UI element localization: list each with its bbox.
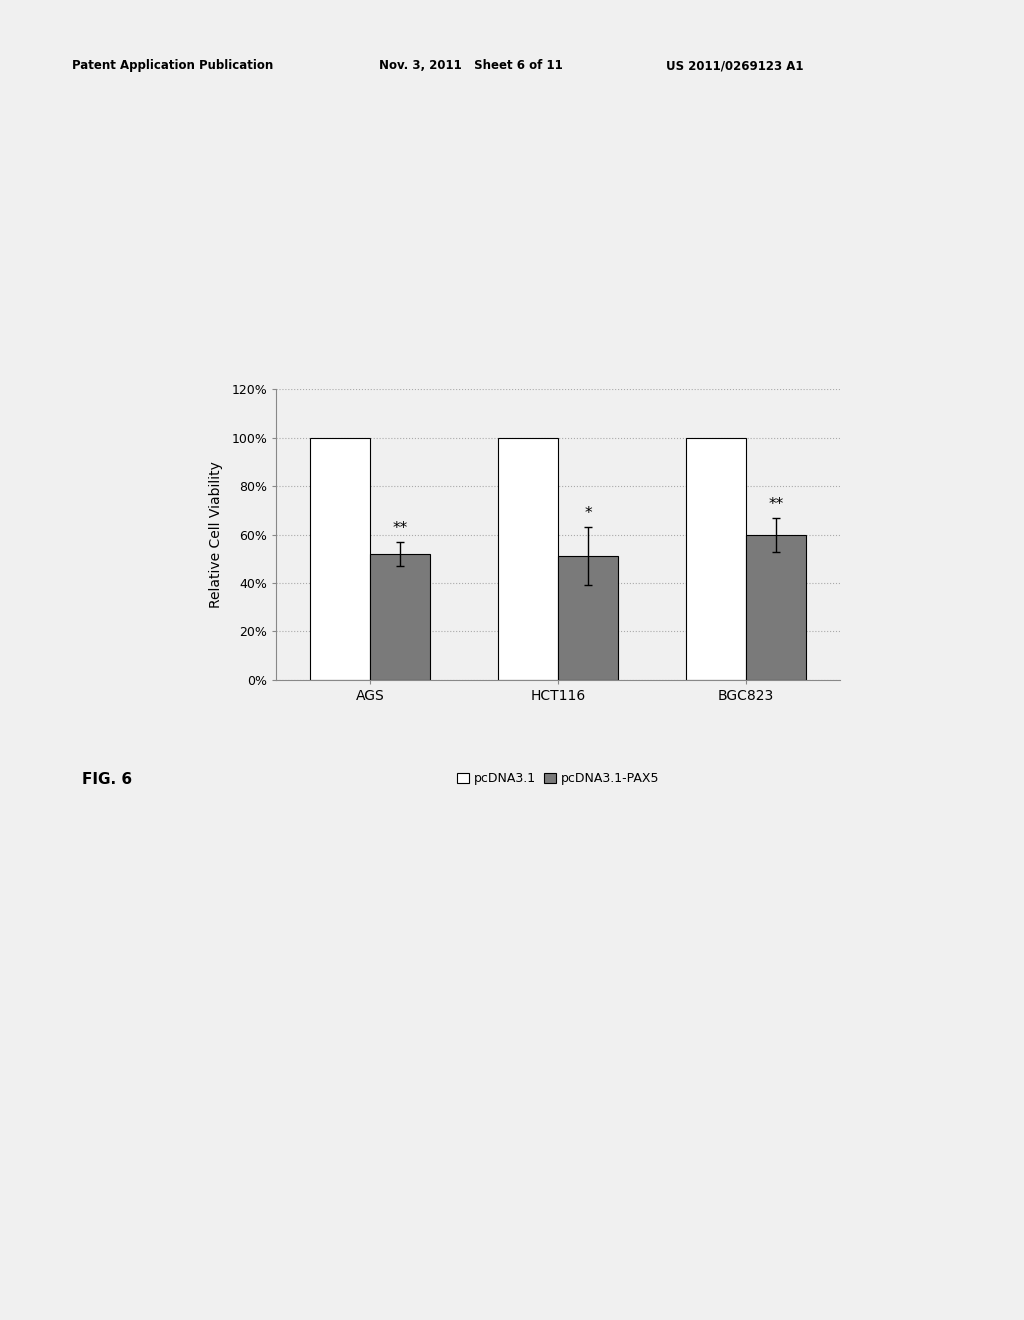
Y-axis label: Relative Cell Viability: Relative Cell Viability <box>209 461 223 609</box>
Text: FIG. 6: FIG. 6 <box>82 772 132 787</box>
Text: **: ** <box>768 496 783 512</box>
Text: **: ** <box>393 521 408 536</box>
Text: *: * <box>585 507 592 521</box>
Bar <box>310 438 371 680</box>
Text: US 2011/0269123 A1: US 2011/0269123 A1 <box>666 59 803 73</box>
Text: Patent Application Publication: Patent Application Publication <box>72 59 273 73</box>
Bar <box>745 535 806 680</box>
Bar <box>558 557 618 680</box>
Text: Nov. 3, 2011   Sheet 6 of 11: Nov. 3, 2011 Sheet 6 of 11 <box>379 59 562 73</box>
Bar <box>498 438 558 680</box>
Legend: pcDNA3.1, pcDNA3.1-PAX5: pcDNA3.1, pcDNA3.1-PAX5 <box>452 767 665 791</box>
Bar <box>371 554 430 680</box>
Bar <box>686 438 745 680</box>
